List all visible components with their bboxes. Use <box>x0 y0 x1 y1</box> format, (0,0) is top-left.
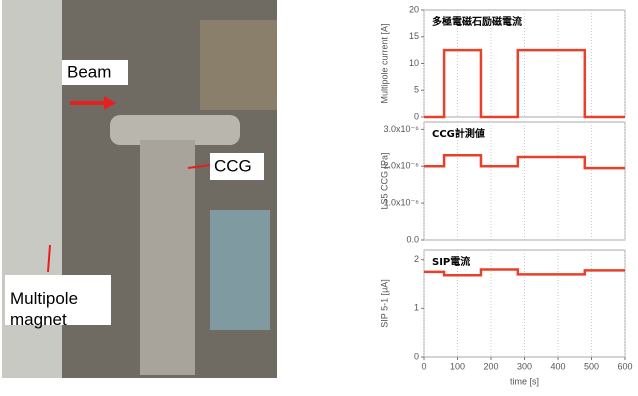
x-tick-label: 0 <box>421 361 426 371</box>
x-tick-label: 100 <box>450 361 465 371</box>
x-tick-label: 600 <box>617 361 632 371</box>
figure: Beam CCG Multipolemagnet 05101520Multipo… <box>0 0 638 391</box>
photo-equipment <box>210 210 270 330</box>
photo-label: CCG <box>214 156 252 175</box>
y-tick-label: 0 <box>414 111 419 121</box>
annotation: 多極電磁石励磁電流 <box>432 15 522 28</box>
x-axis-label: time [s] <box>510 376 539 386</box>
x-tick-label: 400 <box>550 361 565 371</box>
y-tick-label: 3.0x10⁻⁶ <box>384 124 420 134</box>
annotation: CCG計測値 <box>432 127 485 140</box>
y-axis-label: SIP 5-1 [μA] <box>379 279 389 328</box>
photo-equipment <box>200 20 277 110</box>
photo-chamber <box>140 140 195 375</box>
y-tick-label: 15 <box>409 31 419 41</box>
y-tick-label: 20 <box>409 4 419 14</box>
x-tick-label: 500 <box>584 361 599 371</box>
x-tick-label: 300 <box>517 361 532 371</box>
annotation: SIP電流 <box>432 255 470 268</box>
y-axis-label: Multipole current [A] <box>379 23 389 103</box>
y-tick-label: 0.0 <box>406 234 419 244</box>
x-tick-label: 200 <box>483 361 498 371</box>
y-axis-label: LS5 CCG [Pa] <box>379 152 389 209</box>
y-tick-label: 1 <box>414 303 419 313</box>
y-tick-label: 5 <box>414 85 419 95</box>
y-tick-label: 2 <box>414 254 419 264</box>
y-tick-label: 10 <box>409 58 419 68</box>
y-tick-label: 0 <box>414 351 419 361</box>
photo-label: Beam <box>67 62 111 81</box>
